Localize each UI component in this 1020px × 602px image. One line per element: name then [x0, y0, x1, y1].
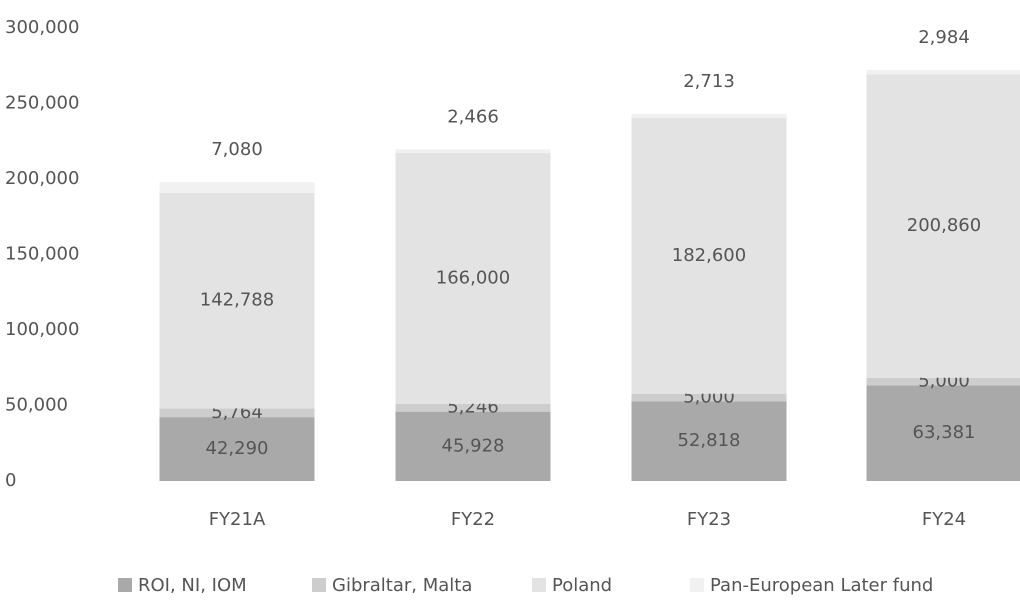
bar-segment [866, 74, 1020, 378]
bar-segment [631, 393, 787, 402]
y-tick-label: 250,000 [5, 93, 79, 114]
bar-segment [866, 69, 1020, 75]
x-tick-label: FY24 [922, 509, 966, 530]
bar-segment [159, 417, 315, 481]
bar-segment [395, 149, 551, 154]
legend-swatch [690, 578, 704, 592]
legend-label: Gibraltar, Malta [332, 575, 472, 596]
data-label: 7,080 [211, 139, 263, 160]
data-label: 42,290 [206, 438, 269, 459]
y-tick-label: 200,000 [5, 168, 79, 189]
bar-segment [395, 403, 551, 412]
data-label: 2,466 [447, 106, 499, 127]
legend-swatch [532, 578, 546, 592]
bar-segment [866, 377, 1020, 386]
legend-label: ROI, NI, IOM [138, 575, 247, 596]
legend-swatch [118, 578, 132, 592]
data-label: 182,600 [672, 245, 746, 266]
x-tick-label: FY22 [451, 509, 495, 530]
data-label: 200,860 [907, 215, 981, 236]
data-label: 2,984 [918, 27, 970, 48]
legend-swatch [312, 578, 326, 592]
legend-label: Pan-European Later fund [710, 575, 933, 596]
bar-segment [631, 401, 787, 481]
legend-label: Poland [552, 575, 612, 596]
bar-segment [159, 182, 315, 193]
x-tick-label: FY21A [209, 509, 266, 530]
y-tick-label: 100,000 [5, 319, 79, 340]
bar-segment [631, 113, 787, 118]
y-tick-label: 150,000 [5, 244, 79, 265]
data-label: 45,928 [442, 435, 505, 456]
bar-segment [395, 153, 551, 404]
y-tick-label: 0 [5, 470, 16, 491]
data-label: 2,713 [683, 71, 735, 92]
bar-segment [866, 385, 1020, 481]
y-tick-label: 300,000 [5, 17, 79, 38]
data-label: 142,788 [200, 290, 274, 311]
bar-segment [631, 117, 787, 394]
bar-segment [159, 408, 315, 418]
x-tick-label: FY23 [687, 509, 731, 530]
data-label: 63,381 [913, 422, 976, 443]
data-label: 52,818 [678, 430, 741, 451]
bar-segment [395, 411, 551, 481]
bar-segment [159, 192, 315, 409]
data-label: 166,000 [436, 267, 510, 288]
y-tick-label: 50,000 [5, 395, 68, 416]
